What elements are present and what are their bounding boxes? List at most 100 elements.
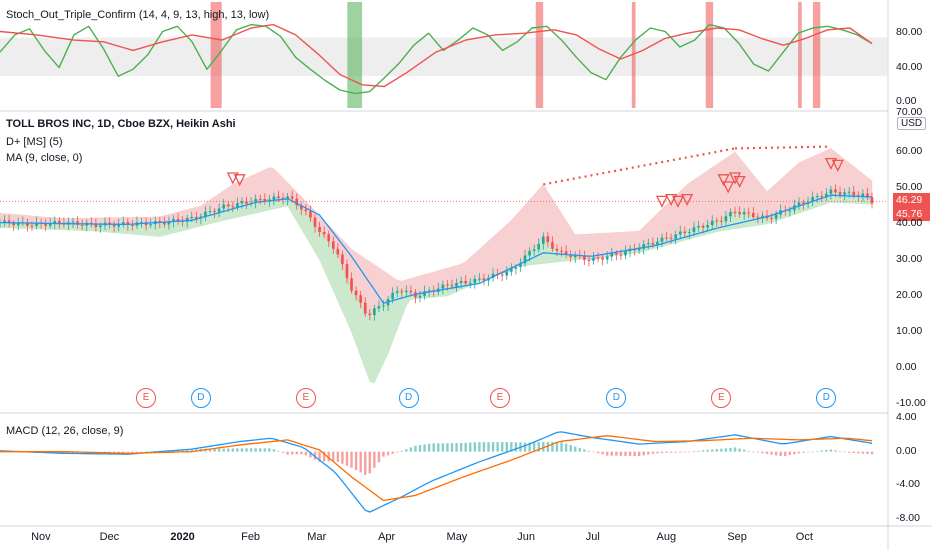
stoch-legend[interactable]: Stoch_Out_Triple_Confirm (14, 4, 9, 13, …	[6, 9, 270, 21]
dividend-marker[interactable]: D	[606, 388, 627, 408]
earnings-marker[interactable]: E	[295, 388, 316, 408]
candle-body	[345, 264, 349, 279]
macd-histogram-bar	[542, 442, 545, 452]
candle-body	[446, 284, 449, 286]
macd-histogram-bar	[747, 450, 750, 452]
earnings-marker[interactable]: E	[136, 388, 157, 408]
macd-histogram-bar	[560, 442, 563, 452]
macd-histogram-bar	[761, 451, 764, 454]
candle-body	[464, 280, 467, 284]
candle-body	[583, 255, 586, 261]
macd-histogram-bar	[510, 442, 513, 452]
month-label: 2020	[170, 531, 195, 543]
macd-histogram-bar	[62, 451, 66, 454]
dividend-marker[interactable]: D	[398, 388, 419, 408]
price-tick-label: 50.00	[896, 181, 923, 193]
candle-body	[774, 214, 778, 219]
month-label: Aug	[656, 531, 677, 543]
macd-histogram-bar	[784, 451, 787, 456]
dividend-marker[interactable]: D	[190, 388, 211, 408]
candle-body	[569, 255, 572, 258]
month-label: Sep	[727, 531, 747, 543]
earnings-marker[interactable]: E	[489, 388, 510, 408]
macd-histogram-bar	[574, 446, 577, 452]
candle-body	[738, 212, 741, 215]
macd-histogram-bar	[756, 451, 760, 453]
macd-histogram-bar	[793, 451, 796, 455]
dividend-marker[interactable]: D	[816, 388, 837, 408]
candle-body	[405, 290, 408, 292]
macd-histogram-bar	[857, 451, 860, 454]
candle-body	[761, 215, 764, 218]
macd-histogram-bar	[217, 448, 221, 452]
candle-body	[720, 220, 723, 222]
candle-body	[642, 244, 646, 249]
candle-body	[30, 225, 34, 227]
macd-histogram-bar	[482, 442, 486, 452]
macd-tick-label: -8.00	[896, 512, 920, 524]
candle-body	[213, 211, 216, 213]
macd-histogram-bar	[752, 451, 755, 453]
candle-body	[359, 295, 362, 303]
candle-body	[208, 211, 212, 213]
currency-button[interactable]: USD	[897, 117, 927, 130]
macd-histogram-bar	[332, 451, 335, 462]
candle-body	[605, 256, 609, 260]
macd-histogram-bar	[313, 451, 317, 460]
sell-triangle	[733, 175, 746, 189]
macd-histogram-bar	[131, 451, 134, 453]
macd-histogram-bar	[122, 451, 125, 453]
candle-body	[272, 196, 276, 200]
candle-body	[58, 221, 61, 224]
ma-legend[interactable]: MA (9, close, 0)	[6, 152, 83, 164]
stoch-highlight	[535, 2, 544, 108]
candle-body	[26, 222, 29, 226]
macd-histogram-bar	[304, 451, 308, 456]
month-label: Mar	[307, 531, 327, 543]
symbol-title[interactable]: TOLL BROS INC, 1D, Cboe BZX, Heikin Ashi	[6, 118, 236, 130]
candle-body	[185, 218, 189, 222]
stoch-highlight	[347, 2, 363, 108]
candle-body	[478, 278, 481, 280]
candle-body	[423, 291, 426, 296]
macd-histogram-bar	[651, 451, 655, 454]
earnings-marker[interactable]: E	[711, 388, 732, 408]
macd-histogram-bar	[729, 447, 732, 452]
candle-body	[637, 248, 641, 251]
trend-line	[735, 145, 831, 150]
macd-histogram-bar	[660, 451, 664, 454]
candle-body	[592, 257, 595, 261]
candle-body	[870, 197, 874, 204]
macd-legend[interactable]: MACD (12, 26, close, 9)	[6, 425, 124, 437]
macd-histogram-bar	[505, 442, 508, 452]
macd-histogram-bar	[368, 451, 372, 474]
price-tick-label: 0.00	[896, 361, 917, 373]
candle-body	[847, 191, 851, 193]
macd-histogram-bar	[720, 448, 723, 452]
macd-histogram-bar	[190, 449, 193, 452]
candle-body	[48, 223, 52, 226]
stoch-band	[0, 37, 888, 77]
macd-histogram-bar	[843, 451, 846, 453]
candle-body	[331, 241, 335, 249]
macd-histogram-bar	[742, 449, 746, 452]
dplus-legend[interactable]: D+ [MS] (5)	[6, 136, 63, 148]
candle-body	[742, 212, 746, 215]
macd-histogram-bar	[500, 442, 504, 452]
candle-body	[710, 220, 714, 226]
stoch-highlight	[705, 2, 714, 108]
candle-body	[510, 268, 513, 272]
macd-histogram-bar	[711, 449, 714, 452]
candle-body	[395, 291, 399, 293]
candle-body	[80, 224, 84, 226]
macd-histogram-bar	[733, 447, 737, 452]
macd-histogram-bar	[564, 443, 568, 452]
candle-body	[263, 199, 267, 202]
candle-body	[363, 302, 367, 314]
macd-histogram-bar	[364, 451, 367, 475]
macd-histogram-bar	[779, 451, 782, 457]
candle-body	[573, 255, 577, 258]
candle-body	[802, 202, 805, 204]
candle-body	[99, 225, 102, 228]
